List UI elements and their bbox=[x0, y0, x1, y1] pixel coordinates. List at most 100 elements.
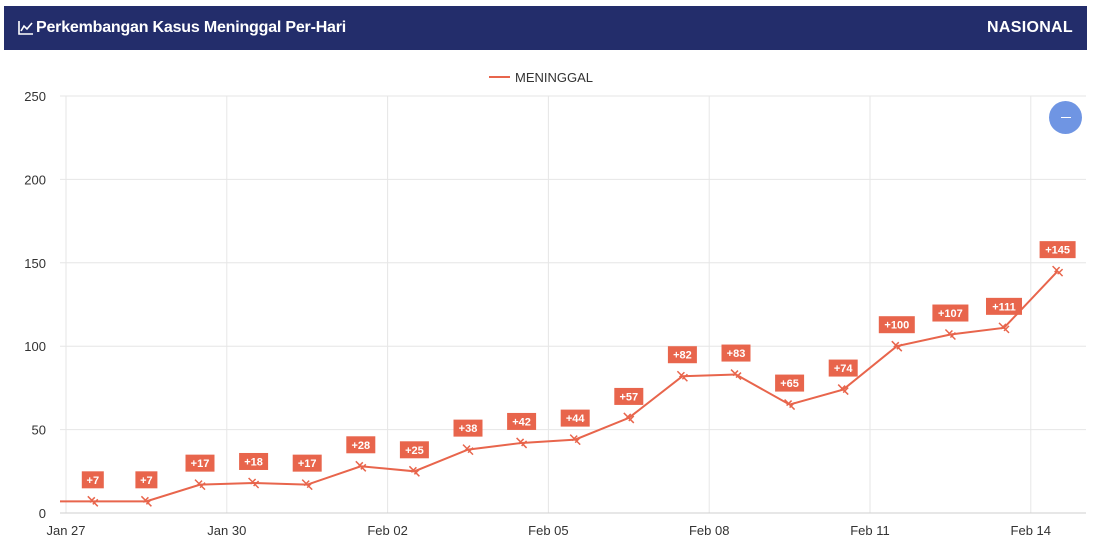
x-tick-label: Jan 30 bbox=[207, 523, 246, 538]
marker-stroke bbox=[842, 387, 849, 394]
marker-stroke bbox=[142, 496, 149, 503]
marker-stroke bbox=[1052, 265, 1064, 277]
marker-stroke bbox=[628, 415, 635, 422]
data-point bbox=[623, 412, 635, 424]
y-tick-label: 0 bbox=[39, 506, 46, 521]
data-label: +111 bbox=[992, 301, 1016, 313]
data-label: +17 bbox=[298, 458, 317, 470]
marker-stroke bbox=[569, 434, 581, 446]
marker-stroke bbox=[360, 463, 367, 470]
marker-stroke bbox=[681, 373, 688, 380]
data-point bbox=[730, 369, 742, 381]
marker-stroke bbox=[946, 329, 953, 337]
data-point bbox=[676, 370, 688, 382]
data-label-box bbox=[878, 316, 915, 334]
y-tick-label: 50 bbox=[32, 423, 46, 438]
marker-stroke bbox=[949, 331, 956, 339]
marker-stroke bbox=[574, 437, 581, 444]
data-label: +107 bbox=[938, 308, 963, 320]
marker-stroke bbox=[789, 402, 796, 409]
marker-stroke bbox=[678, 371, 685, 378]
marker-stroke bbox=[464, 445, 471, 452]
data-label-box bbox=[399, 441, 429, 459]
data-label: +28 bbox=[351, 440, 370, 452]
data-label-box bbox=[614, 387, 644, 405]
marker-stroke bbox=[413, 468, 420, 475]
marker-stroke bbox=[303, 480, 310, 487]
y-tick-label: 250 bbox=[24, 89, 46, 104]
marker-stroke bbox=[837, 384, 849, 396]
data-label: +7 bbox=[140, 475, 153, 487]
marker-stroke bbox=[623, 412, 635, 424]
data-label-box bbox=[239, 452, 269, 470]
marker-stroke bbox=[301, 479, 313, 491]
marker-stroke bbox=[571, 435, 578, 442]
marker-stroke bbox=[250, 478, 257, 485]
data-point bbox=[140, 495, 152, 507]
data-label-box bbox=[346, 436, 376, 454]
marker-stroke bbox=[944, 328, 956, 341]
data-point bbox=[462, 444, 474, 456]
marker-stroke bbox=[839, 385, 846, 392]
marker-stroke bbox=[467, 447, 474, 454]
data-label: +83 bbox=[727, 348, 746, 360]
data-label-box bbox=[292, 454, 322, 472]
data-label-box bbox=[1039, 241, 1076, 259]
marker-stroke bbox=[140, 495, 152, 507]
region-label: NASIONAL bbox=[987, 19, 1073, 36]
marker-stroke bbox=[732, 370, 739, 377]
x-tick-label: Jan 27 bbox=[46, 523, 85, 538]
marker-stroke bbox=[196, 480, 203, 487]
marker-stroke bbox=[87, 495, 99, 507]
data-label-box bbox=[828, 359, 858, 377]
marker-stroke bbox=[518, 438, 525, 445]
marker-stroke bbox=[306, 482, 313, 489]
marker-stroke bbox=[625, 413, 632, 420]
marker-stroke bbox=[92, 498, 99, 505]
line-chart-icon bbox=[18, 21, 33, 35]
x-tick-label: Feb 02 bbox=[367, 523, 407, 538]
marker-stroke bbox=[784, 399, 796, 411]
zoom-out-button[interactable] bbox=[1049, 101, 1082, 134]
marker-stroke bbox=[998, 322, 1010, 334]
marker-stroke bbox=[89, 496, 96, 503]
data-label-box bbox=[986, 297, 1022, 315]
data-point bbox=[891, 340, 903, 352]
data-label-box bbox=[932, 304, 969, 322]
chart-header: Perkembangan Kasus Meninggal Per-Hari NA… bbox=[4, 6, 1087, 50]
data-label: +17 bbox=[191, 458, 210, 470]
marker-stroke bbox=[676, 370, 688, 382]
data-label: +18 bbox=[244, 456, 263, 468]
data-label: +100 bbox=[884, 320, 909, 332]
marker-stroke bbox=[786, 400, 793, 407]
data-point bbox=[998, 322, 1010, 334]
marker-stroke bbox=[1057, 268, 1064, 275]
marker-stroke bbox=[1000, 323, 1007, 330]
legend-label: MENINGGAL bbox=[515, 70, 593, 85]
data-label: +38 bbox=[459, 423, 478, 435]
data-point bbox=[516, 437, 528, 449]
data-label-box bbox=[721, 344, 751, 362]
data-point bbox=[1052, 265, 1064, 277]
data-label: +44 bbox=[566, 413, 586, 425]
data-point bbox=[301, 479, 313, 491]
marker-stroke bbox=[253, 480, 260, 487]
data-label-box bbox=[775, 374, 805, 392]
marker-stroke bbox=[730, 369, 742, 381]
data-point bbox=[194, 479, 206, 491]
data-point bbox=[784, 399, 796, 411]
data-point bbox=[87, 495, 99, 507]
series-line-meninggal bbox=[60, 270, 1059, 503]
x-tick-label: Feb 08 bbox=[689, 523, 729, 538]
marker-stroke bbox=[891, 340, 903, 352]
header-left: Perkembangan Kasus Meninggal Per-Hari bbox=[18, 19, 346, 37]
data-label-box bbox=[135, 471, 158, 489]
data-label: +7 bbox=[87, 475, 100, 487]
data-label: +65 bbox=[780, 378, 799, 390]
marker-stroke bbox=[1054, 266, 1061, 273]
data-point bbox=[408, 465, 420, 477]
marker-stroke bbox=[194, 479, 206, 491]
chart-title: Perkembangan Kasus Meninggal Per-Hari bbox=[36, 19, 347, 36]
data-point bbox=[944, 328, 956, 341]
marker-stroke bbox=[896, 343, 903, 350]
